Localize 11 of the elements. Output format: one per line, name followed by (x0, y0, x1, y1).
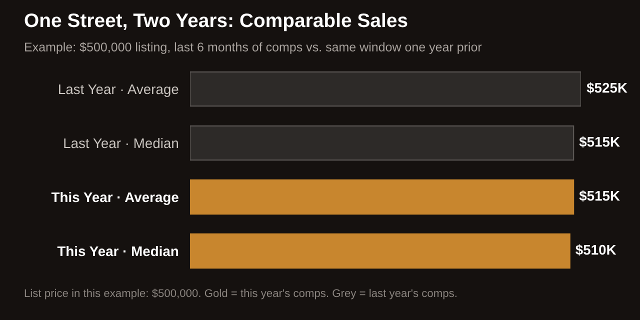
text: List price in this example: $500,000. Gold = this year's comps. Grey = last year's comps. (24, 288, 456, 300)
y-tick-label: This Year · Median (57, 246, 178, 256)
data-label: $515K (579, 190, 620, 202)
y-tick-label: This Year · Average (51, 192, 178, 205)
data-label: $510K (576, 244, 616, 256)
y-tick-label: Last Year · Average (59, 84, 178, 97)
chart-title: One Street, Two Years: Comparable Sales (24, 12, 408, 32)
chart-subtitle: Example: $500,000 listing, last 6 months of comps vs. same window one year prior (25, 42, 482, 54)
data-label: $525K (586, 82, 628, 94)
data-label: $515K (579, 136, 620, 148)
y-tick-label: Last Year · Median (64, 138, 178, 148)
